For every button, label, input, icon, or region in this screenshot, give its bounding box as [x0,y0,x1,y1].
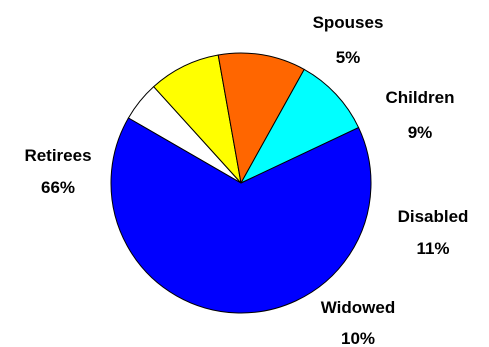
disabled-percent: 11% [416,239,449,258]
pie-labels: Spouses 5% Children 9% Disabled 11% Wido… [24,13,468,347]
spouses-label: Spouses [313,13,384,32]
disabled-label: Disabled [398,207,469,226]
widowed-label: Widowed [321,298,395,317]
pie-slices [110,52,372,314]
retirees-percent: 66% [41,178,75,197]
children-percent: 9% [408,123,433,142]
children-label: Children [386,88,455,107]
pie-slice-disabled [217,52,305,185]
pie-slice-retirees [110,117,372,314]
spouses-percent: 5% [336,48,361,67]
widowed-percent: 10% [341,329,375,347]
pie-slice-widowed [239,68,360,185]
retirees-label: Retirees [24,146,91,165]
